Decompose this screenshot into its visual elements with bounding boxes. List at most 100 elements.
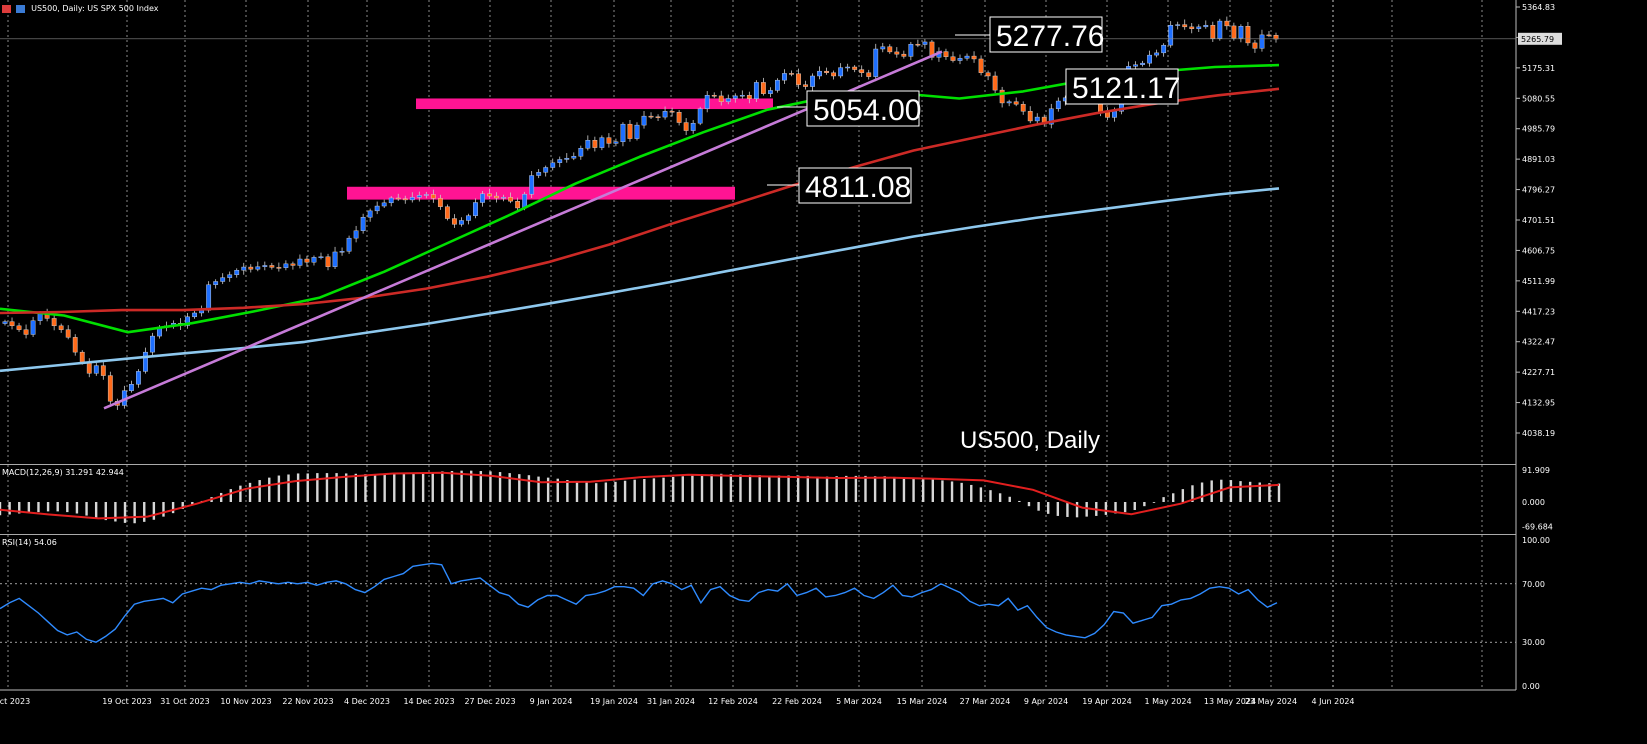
candle-body: [901, 53, 907, 57]
ema-mid-line: [0, 87, 1280, 315]
macd-histogram-bar: [75, 502, 79, 514]
x-tick-label: 5 Mar 2024: [836, 697, 882, 706]
macd-histogram-bar: [681, 476, 684, 502]
x-tick-label: 13 May 2024: [1204, 697, 1256, 706]
macd-histogram-bar: [94, 502, 98, 519]
macd-histogram-bar: [219, 492, 223, 502]
candle-body: [143, 351, 148, 372]
price-tag: 5265.79: [1521, 35, 1554, 44]
candle-body: [817, 70, 822, 77]
support-zone: [347, 186, 735, 200]
macd-histogram-bar: [921, 478, 925, 502]
candle-body: [669, 111, 675, 113]
rsi-indicator-label: RSI(14) 54.06: [2, 538, 57, 547]
candle-body: [964, 55, 970, 59]
candle-body: [79, 351, 85, 363]
candle-body: [880, 46, 886, 50]
candle-body: [1006, 101, 1012, 104]
candle-body: [2, 321, 8, 324]
macd-histogram-bar: [268, 477, 271, 502]
candle-body: [711, 95, 717, 97]
candle-body: [9, 321, 15, 327]
candle-body: [30, 320, 36, 335]
candle-body: [452, 218, 457, 225]
menu-icon[interactable]: [2, 4, 11, 13]
macd-histogram-bar: [18, 502, 21, 514]
candle-body: [943, 51, 949, 57]
macd-histogram-bar: [950, 481, 954, 502]
supply-demand-zones: [347, 98, 773, 200]
macd-panel: [0, 470, 1281, 524]
candle-body: [206, 284, 212, 311]
candle-body: [887, 46, 893, 53]
candle-body: [1245, 26, 1251, 44]
candle-body: [409, 197, 415, 201]
x-tick-label: 9 Oct 2023: [0, 697, 30, 706]
macd-histogram-bar: [287, 474, 290, 502]
macd-histogram-bar: [181, 502, 184, 509]
macd-histogram-bar: [441, 471, 444, 502]
candle-body: [824, 70, 829, 73]
candle-body: [262, 265, 268, 267]
y-tick-label: 4227.71: [1522, 368, 1555, 377]
candle-body: [1055, 100, 1061, 109]
candle-body: [1259, 34, 1265, 49]
panel-separator: [0, 534, 1516, 535]
y-tick-label: 4796.27: [1522, 186, 1555, 195]
macd-histogram-bar: [373, 474, 377, 502]
candle-body: [950, 56, 956, 61]
macd-histogram-bar: [56, 502, 59, 512]
candle-body: [796, 73, 801, 85]
macd-histogram-bar: [758, 475, 761, 502]
macd-histogram-bar: [989, 490, 992, 502]
y-tick-label: 5364.83: [1522, 3, 1555, 12]
candle-body: [585, 140, 591, 149]
candle-body: [971, 55, 977, 60]
candle-body: [269, 265, 275, 268]
x-tick-label: 31 Oct 2023: [160, 697, 209, 706]
panel-separator: [0, 464, 1516, 465]
macd-histogram-bar: [335, 473, 338, 502]
candle-body: [367, 210, 373, 218]
candle-body: [718, 95, 724, 102]
candle-body: [1210, 25, 1216, 39]
candle-body: [185, 316, 190, 326]
candle-body: [437, 198, 443, 207]
candle-body: [150, 335, 155, 353]
candle-body: [690, 122, 696, 131]
macd-histogram-bar: [1248, 481, 1252, 502]
macd-histogram-bar: [777, 475, 781, 502]
macd-histogram-bar: [1200, 482, 1204, 502]
macd-histogram-bar: [1066, 502, 1069, 517]
candle-body: [606, 137, 612, 144]
candle-body: [1161, 44, 1167, 54]
macd-histogram-bar: [816, 476, 819, 502]
candle-body: [627, 123, 633, 139]
chart-type-icon[interactable]: [15, 4, 25, 13]
rsi-y-label: 0.00: [1522, 682, 1540, 691]
candle-body: [325, 256, 331, 267]
macd-histogram-bar: [845, 475, 848, 502]
y-tick-label: 4985.79: [1522, 125, 1555, 134]
candle-body: [831, 72, 837, 77]
macd-histogram-bar: [37, 502, 40, 513]
candle-body: [423, 194, 429, 196]
macd-histogram-bar: [893, 476, 896, 502]
x-tick-label: 22 Nov 2023: [282, 697, 333, 706]
candle-body: [297, 258, 303, 266]
macd-histogram-bar: [421, 472, 425, 502]
candle-body: [613, 141, 619, 144]
rsi-y-label: 30.00: [1522, 638, 1545, 647]
candle-body: [459, 220, 464, 225]
macd-histogram-bar: [277, 475, 281, 502]
candle-body: [515, 201, 521, 209]
candle-body: [86, 362, 92, 374]
candle-body: [557, 159, 563, 163]
candle-body: [1189, 26, 1195, 29]
candle-body: [1168, 25, 1174, 46]
candle-body: [789, 73, 794, 75]
candle-body: [999, 89, 1005, 104]
candle-body: [51, 318, 57, 327]
candle-body: [290, 263, 296, 266]
